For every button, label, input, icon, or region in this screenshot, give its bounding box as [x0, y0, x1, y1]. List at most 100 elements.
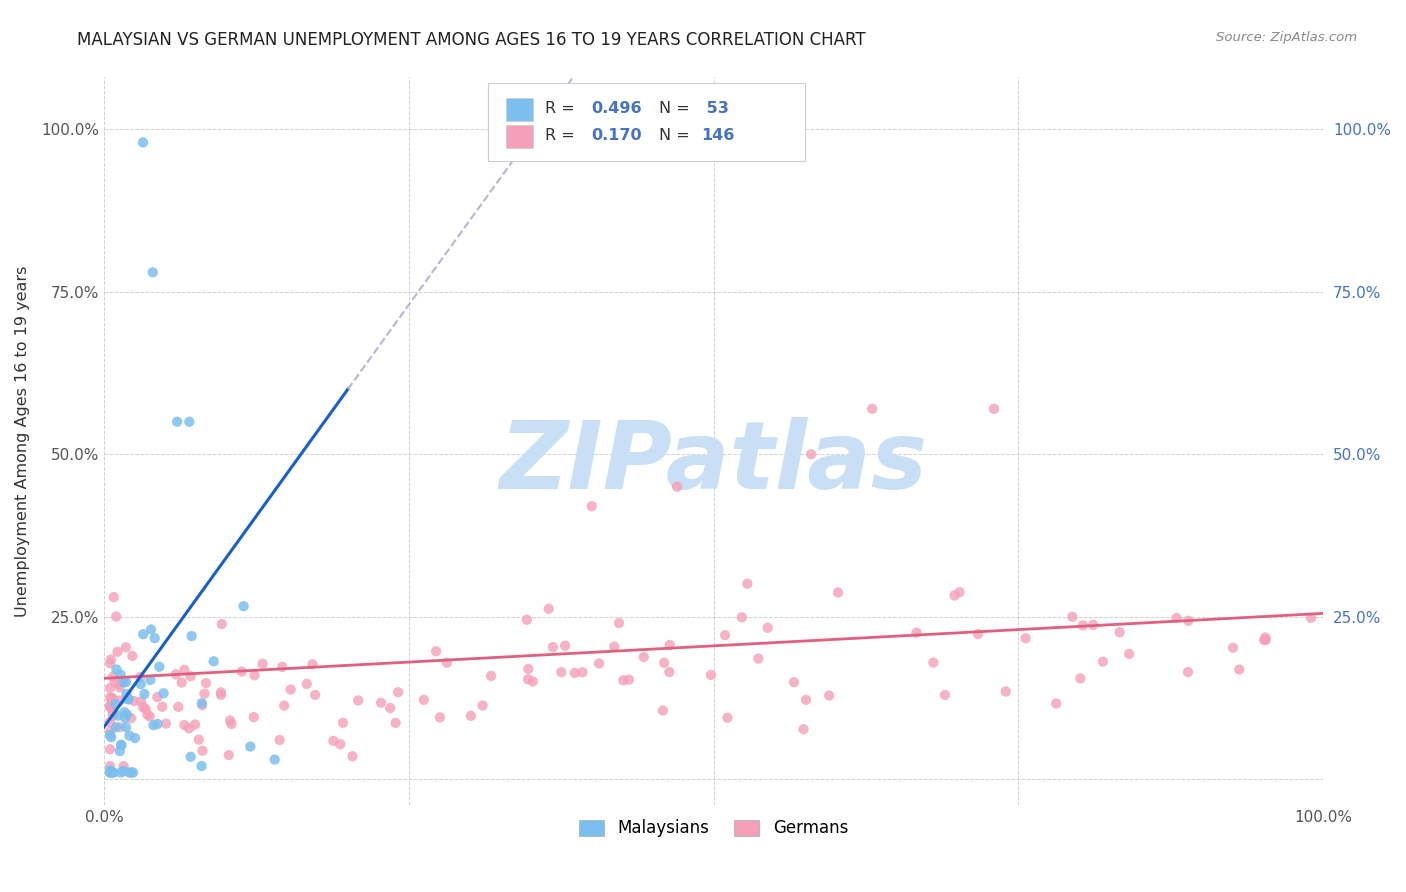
Point	[747, 651, 769, 665]
Point	[301, 657, 323, 672]
Point	[112, 759, 135, 773]
Point	[1083, 618, 1105, 632]
Point	[1299, 611, 1322, 625]
Point	[129, 694, 152, 708]
Point	[108, 720, 131, 734]
Point	[104, 675, 127, 690]
Point	[617, 673, 640, 687]
Point	[139, 709, 162, 723]
Point	[652, 656, 675, 670]
Point	[129, 670, 152, 684]
Point	[658, 665, 681, 679]
Point	[332, 715, 354, 730]
Point	[243, 668, 266, 682]
Point	[124, 731, 146, 745]
Point	[1118, 647, 1140, 661]
Point	[115, 640, 138, 655]
Point	[122, 694, 145, 708]
Point	[105, 609, 128, 624]
Point	[273, 698, 295, 713]
Point	[195, 676, 218, 690]
Text: N =: N =	[659, 128, 695, 143]
Point	[115, 687, 138, 701]
Point	[295, 677, 318, 691]
Point	[581, 499, 603, 513]
Point	[967, 627, 990, 641]
Point	[98, 690, 121, 705]
Point	[387, 685, 409, 699]
Point	[134, 687, 156, 701]
Point	[818, 689, 841, 703]
Point	[112, 675, 135, 690]
Point	[1166, 611, 1188, 625]
Point	[191, 698, 214, 713]
Point	[177, 722, 200, 736]
Point	[522, 674, 544, 689]
Point	[105, 663, 128, 677]
Point	[1253, 632, 1275, 647]
Point	[108, 677, 131, 691]
Point	[98, 759, 121, 773]
Point	[263, 752, 285, 766]
Text: Source: ZipAtlas.com: Source: ZipAtlas.com	[1216, 31, 1357, 45]
Point	[860, 401, 883, 416]
Point	[108, 693, 131, 707]
Point	[146, 717, 169, 731]
Point	[114, 711, 136, 725]
Point	[108, 681, 131, 695]
Point	[934, 688, 956, 702]
Point	[342, 749, 364, 764]
Point	[1177, 665, 1199, 679]
Point	[517, 662, 540, 676]
Point	[905, 625, 928, 640]
Point	[716, 711, 738, 725]
Point	[115, 675, 138, 690]
Point	[1227, 663, 1250, 677]
Point	[460, 708, 482, 723]
Point	[98, 765, 121, 780]
Point	[209, 688, 232, 702]
Point	[794, 693, 817, 707]
Point	[146, 690, 169, 704]
Point	[98, 681, 121, 695]
Point	[1091, 655, 1114, 669]
Point	[139, 623, 162, 637]
Point	[827, 585, 849, 599]
Point	[118, 692, 141, 706]
Point	[322, 734, 344, 748]
Point	[104, 697, 127, 711]
Point	[135, 702, 157, 716]
Point	[370, 696, 392, 710]
Point	[209, 685, 232, 699]
Point	[347, 693, 370, 707]
Text: 146: 146	[702, 128, 735, 143]
Point	[219, 714, 242, 728]
Point	[167, 699, 190, 714]
Point	[103, 765, 125, 780]
Point	[132, 700, 155, 714]
Point	[165, 667, 187, 681]
Point	[1014, 632, 1036, 646]
Point	[132, 627, 155, 641]
Point	[252, 657, 274, 671]
Point	[922, 656, 945, 670]
Point	[155, 716, 177, 731]
Text: MALAYSIAN VS GERMAN UNEMPLOYMENT AMONG AGES 16 TO 19 YEARS CORRELATION CHART: MALAYSIAN VS GERMAN UNEMPLOYMENT AMONG A…	[77, 31, 866, 49]
Point	[269, 733, 291, 747]
Point	[101, 690, 124, 705]
Point	[118, 765, 141, 780]
Point	[516, 613, 538, 627]
Point	[142, 718, 165, 732]
Point	[139, 673, 162, 687]
Text: 0.496: 0.496	[592, 101, 643, 116]
Point	[110, 667, 132, 681]
Point	[110, 738, 132, 752]
Point	[429, 710, 451, 724]
Point	[120, 711, 142, 725]
Point	[98, 724, 121, 739]
Point	[280, 682, 302, 697]
Point	[129, 677, 152, 691]
Point	[666, 480, 689, 494]
Point	[756, 621, 779, 635]
Point	[479, 669, 502, 683]
